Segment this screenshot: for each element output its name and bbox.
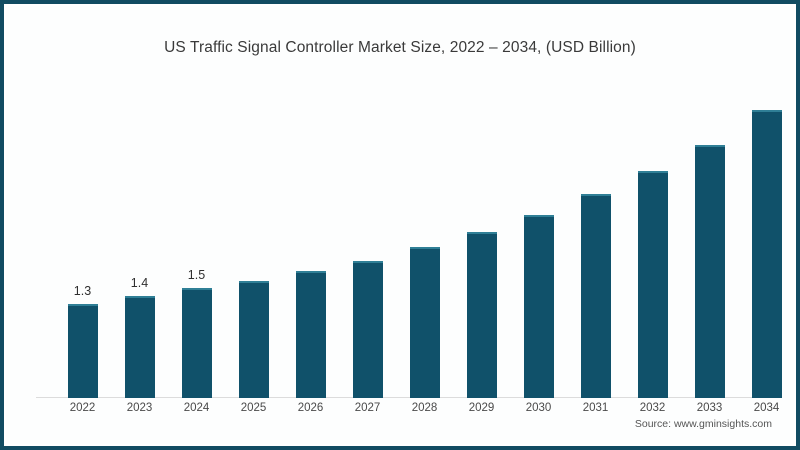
bar-2026[interactable] bbox=[295, 271, 326, 398]
x-axis-baseline bbox=[36, 397, 772, 398]
x-tick-2023: 2023 bbox=[126, 402, 153, 414]
x-tick-2030: 2030 bbox=[525, 402, 552, 414]
bar-value-label-2022: 1.3 bbox=[73, 284, 92, 298]
x-axis-tick-labels: 2022 2023 2024 2025 2026 2027 2028 2029 2030 2031… bbox=[36, 402, 780, 422]
x-tick-2028: 2028 bbox=[411, 402, 438, 414]
bar-slot bbox=[738, 86, 795, 398]
x-tick-2032: 2032 bbox=[639, 402, 666, 414]
bar-2024[interactable] bbox=[181, 288, 212, 398]
bar-slot bbox=[624, 86, 681, 398]
x-tick-2029: 2029 bbox=[468, 402, 495, 414]
bar-2033[interactable] bbox=[694, 145, 725, 398]
x-tick-2033: 2033 bbox=[696, 402, 723, 414]
x-tick-2026: 2026 bbox=[297, 402, 324, 414]
x-tick-2024: 2024 bbox=[183, 402, 210, 414]
bar-2031[interactable] bbox=[580, 194, 611, 398]
bar-slot bbox=[453, 86, 510, 398]
x-tick-2022: 2022 bbox=[69, 402, 96, 414]
x-tick-2031: 2031 bbox=[582, 402, 609, 414]
chart-title: US Traffic Signal Controller Market Size… bbox=[164, 39, 636, 56]
figure-inner-frame: US Traffic Signal Controller Market Size… bbox=[4, 4, 796, 446]
bar-2027[interactable] bbox=[352, 261, 383, 398]
bar-2028[interactable] bbox=[409, 247, 440, 398]
bar-slot: 1.3 bbox=[54, 86, 111, 398]
bar-slot bbox=[339, 86, 396, 398]
x-tick-2025: 2025 bbox=[240, 402, 267, 414]
bar-value-label-2024: 1.5 bbox=[187, 268, 206, 282]
bar-slot bbox=[681, 86, 738, 398]
bar-2030[interactable] bbox=[523, 215, 554, 398]
plot-area: 1.3 1.4 1.5 bbox=[36, 86, 782, 398]
bar-2032[interactable] bbox=[637, 171, 668, 398]
bar-slot: 1.4 bbox=[111, 86, 168, 398]
bar-slot bbox=[510, 86, 567, 398]
bar-slot bbox=[567, 86, 624, 398]
x-tick-2034: 2034 bbox=[753, 402, 780, 414]
bar-2022[interactable] bbox=[67, 304, 98, 398]
bar-2023[interactable] bbox=[124, 296, 155, 398]
bar-slot bbox=[282, 86, 339, 398]
bar-slot bbox=[396, 86, 453, 398]
x-tick-2027: 2027 bbox=[354, 402, 381, 414]
bar-slot bbox=[225, 86, 282, 398]
bar-2034[interactable] bbox=[751, 110, 782, 398]
bar-value-label-2023: 1.4 bbox=[130, 276, 149, 290]
source-note: Source: www.gminsights.com bbox=[634, 418, 772, 430]
bar-2025[interactable] bbox=[238, 281, 269, 398]
bar-2029[interactable] bbox=[466, 232, 497, 398]
bar-slot: 1.5 bbox=[168, 86, 225, 398]
